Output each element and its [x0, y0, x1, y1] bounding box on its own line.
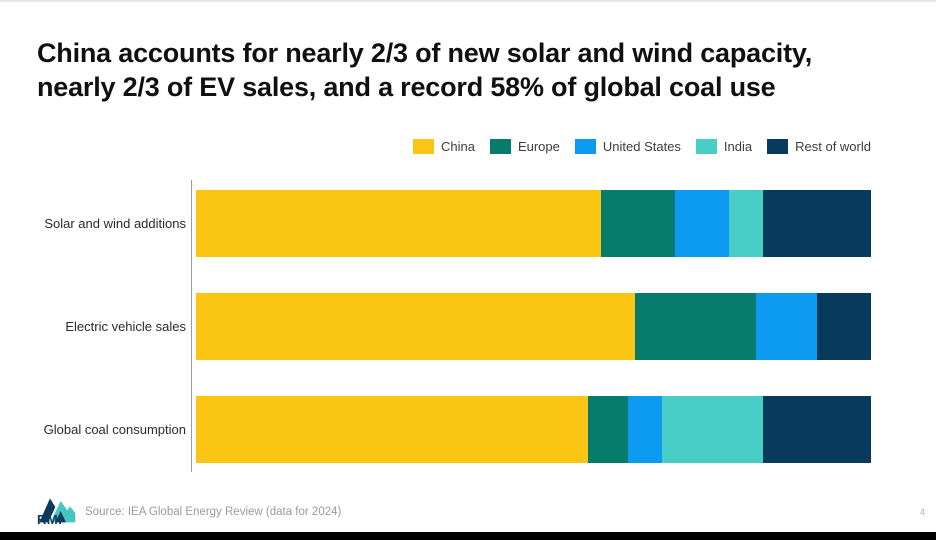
page-number: 4 — [919, 507, 925, 517]
legend-label: China — [440, 139, 475, 154]
legend-label: United States — [602, 139, 681, 154]
legend-label: Europe — [517, 139, 560, 154]
legend-item-china: China — [412, 139, 475, 154]
legend-label: Rest of world — [795, 139, 871, 154]
bar-row — [196, 396, 871, 463]
legend-swatch-icon — [412, 139, 434, 154]
bar-row — [196, 190, 871, 257]
bar-segment-europe — [601, 190, 676, 257]
y-axis-line — [191, 180, 192, 472]
bar-segment-rest-of-world — [763, 190, 871, 257]
bar-segment-europe — [634, 293, 757, 360]
bar-segment-china — [196, 190, 601, 257]
category-label: Electric vehicle sales — [65, 319, 186, 334]
bar-segment-rest-of-world — [763, 396, 871, 463]
top-divider-line — [0, 0, 936, 2]
slide-title: China accounts for nearly 2/3 of new sol… — [37, 36, 907, 104]
bar-segment-united-states — [675, 190, 730, 257]
bar-segment-europe — [587, 396, 628, 463]
rmi-logo-icon — [39, 498, 76, 523]
bar-segment-united-states — [628, 396, 662, 463]
stacked-bar-chart — [196, 182, 871, 470]
bottom-black-bar — [0, 532, 936, 540]
rmi-logo-text: RMI — [37, 512, 63, 527]
legend-item-united-states: United States — [574, 139, 681, 154]
legend-swatch-icon — [695, 139, 717, 154]
legend-swatch-icon — [767, 139, 789, 154]
chart-legend: China Europe United States India Rest of wor… — [412, 139, 871, 154]
source-citation: Source: IEA Global Energy Review (data f… — [85, 506, 342, 518]
bar-segment-india — [661, 396, 763, 463]
bar-segment-united-states — [756, 293, 817, 360]
bar-segment-china — [196, 396, 588, 463]
bar-segment-india — [729, 190, 763, 257]
legend-swatch-icon — [574, 139, 596, 154]
legend-swatch-icon — [489, 139, 511, 154]
title-line-2: nearly 2/3 of EV sales, and a record 58%… — [37, 72, 776, 102]
legend-item-rest-of-world: Rest of world — [767, 139, 871, 154]
category-label: Solar and wind additions — [44, 216, 186, 231]
legend-label: India — [723, 139, 753, 154]
bar-segment-rest-of-world — [817, 293, 871, 360]
category-label: Global coal consumption — [43, 422, 186, 437]
title-line-1: China accounts for nearly 2/3 of new sol… — [37, 38, 813, 68]
legend-item-india: India — [695, 139, 753, 154]
bar-segment-china — [196, 293, 635, 360]
legend-item-europe: Europe — [489, 139, 560, 154]
bar-row — [196, 293, 871, 360]
